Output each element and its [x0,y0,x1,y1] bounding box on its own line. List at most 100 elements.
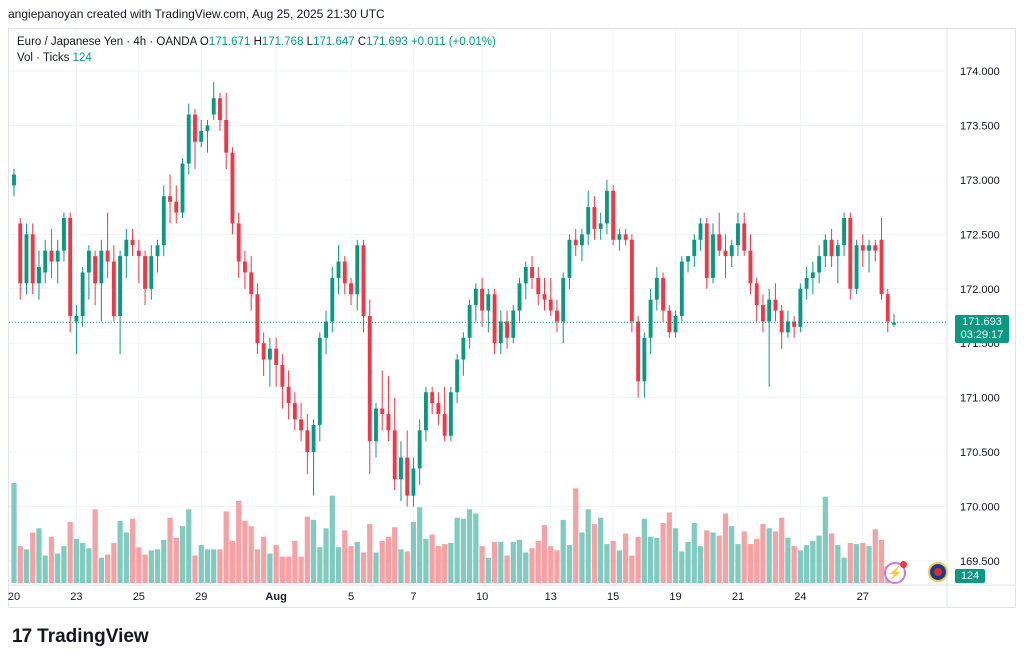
volume-bar [279,556,285,583]
volume-bar [629,555,635,583]
volume-bar [460,518,466,583]
volume-bar [847,543,853,583]
lightning-icon[interactable]: ⚡ [884,561,907,584]
volume-bar [111,543,117,583]
open-label: O [199,36,209,48]
candle [380,370,385,431]
volume-bar [348,546,354,583]
candle-body [267,348,272,360]
candle [736,212,740,257]
volume-bar [704,530,710,583]
low-label: L [306,36,314,48]
candle-body [455,359,460,393]
candle-body [330,277,335,322]
candle-body [124,239,129,257]
candle-body [99,250,104,284]
price-tick-label: 169.500 [960,556,1000,568]
price-tick-label: 174.000 [960,66,1000,78]
candle-body [80,272,85,316]
candle [629,234,634,333]
volume-bar [635,536,641,583]
volume-bar [186,509,192,583]
candle-body [860,245,865,251]
price-tick-label: 173.000 [960,175,1000,187]
volume-bar [229,540,236,583]
candle-body [667,310,672,333]
candle-body [511,310,516,338]
time-tick-label: 5 [348,591,354,603]
open-value: 171.671 [208,36,251,48]
candle [810,261,815,295]
volume-bar [841,557,847,583]
candle-body [255,294,260,344]
candle-body [430,392,435,404]
candle [423,386,428,442]
volume-bar [835,545,841,583]
candle-body [55,250,60,262]
volume-bar [129,518,136,583]
candle [761,294,765,333]
chart-frame[interactable] [8,28,1016,608]
candle-body [779,310,784,333]
candle-body [324,321,328,338]
candle-body [835,245,840,257]
candle-body [617,234,622,240]
volume-bar [504,555,510,583]
volume-bar [104,554,111,583]
candle [30,223,35,295]
candle [455,354,460,404]
volume-bar [117,520,123,583]
price-tick-label: 172.000 [960,284,1000,296]
time-axis: 20 23 25 29 Aug 5 7 10 13 15 19 21 24 27 [8,584,1015,603]
candle-body [573,239,578,246]
candle-body [717,234,722,251]
volume-bar [491,541,498,583]
candle-body [686,256,690,262]
candle [349,277,353,306]
volume-bar [442,544,448,583]
candle-body [111,261,116,316]
candle-body [823,239,828,257]
volume-bar [529,548,535,583]
volume-indicator-value: 124 [72,52,92,64]
candle [180,158,185,218]
volume-bar [454,517,460,583]
candle [542,277,547,311]
candle-body [598,223,603,229]
candle-body [242,261,247,273]
candle [492,288,497,355]
candle-body [785,321,790,333]
candle-body [43,250,48,273]
candle [218,92,222,131]
volume-bar [566,545,573,583]
volume-bar [760,524,766,583]
volume-bar [685,541,691,583]
time-tick-label: 29 [195,591,207,603]
candle [729,239,734,267]
candle [111,245,116,322]
volume-bar [485,557,491,583]
candle [442,386,447,442]
candle [49,228,54,278]
candle-body [679,261,684,316]
candle-body [523,267,528,284]
symbol-description[interactable]: Euro / Japanese Yen · 4h · OANDA [17,36,197,48]
volume-indicator-label[interactable]: Vol · Ticks [17,52,70,64]
candle [267,337,272,387]
candle [511,305,516,344]
candle [249,256,254,311]
volume-bar [211,549,217,583]
volume-bar [217,549,223,583]
candle-body [867,245,871,251]
candle-body [249,272,254,295]
candle [205,120,210,153]
price-tick-label: 171.000 [960,393,1000,405]
candle-body [18,223,23,284]
eu-flag-icon[interactable] [928,562,948,582]
candle [242,250,247,289]
candle [168,174,172,224]
candle [723,234,728,278]
candle [317,332,322,442]
volume-bar [523,552,529,583]
